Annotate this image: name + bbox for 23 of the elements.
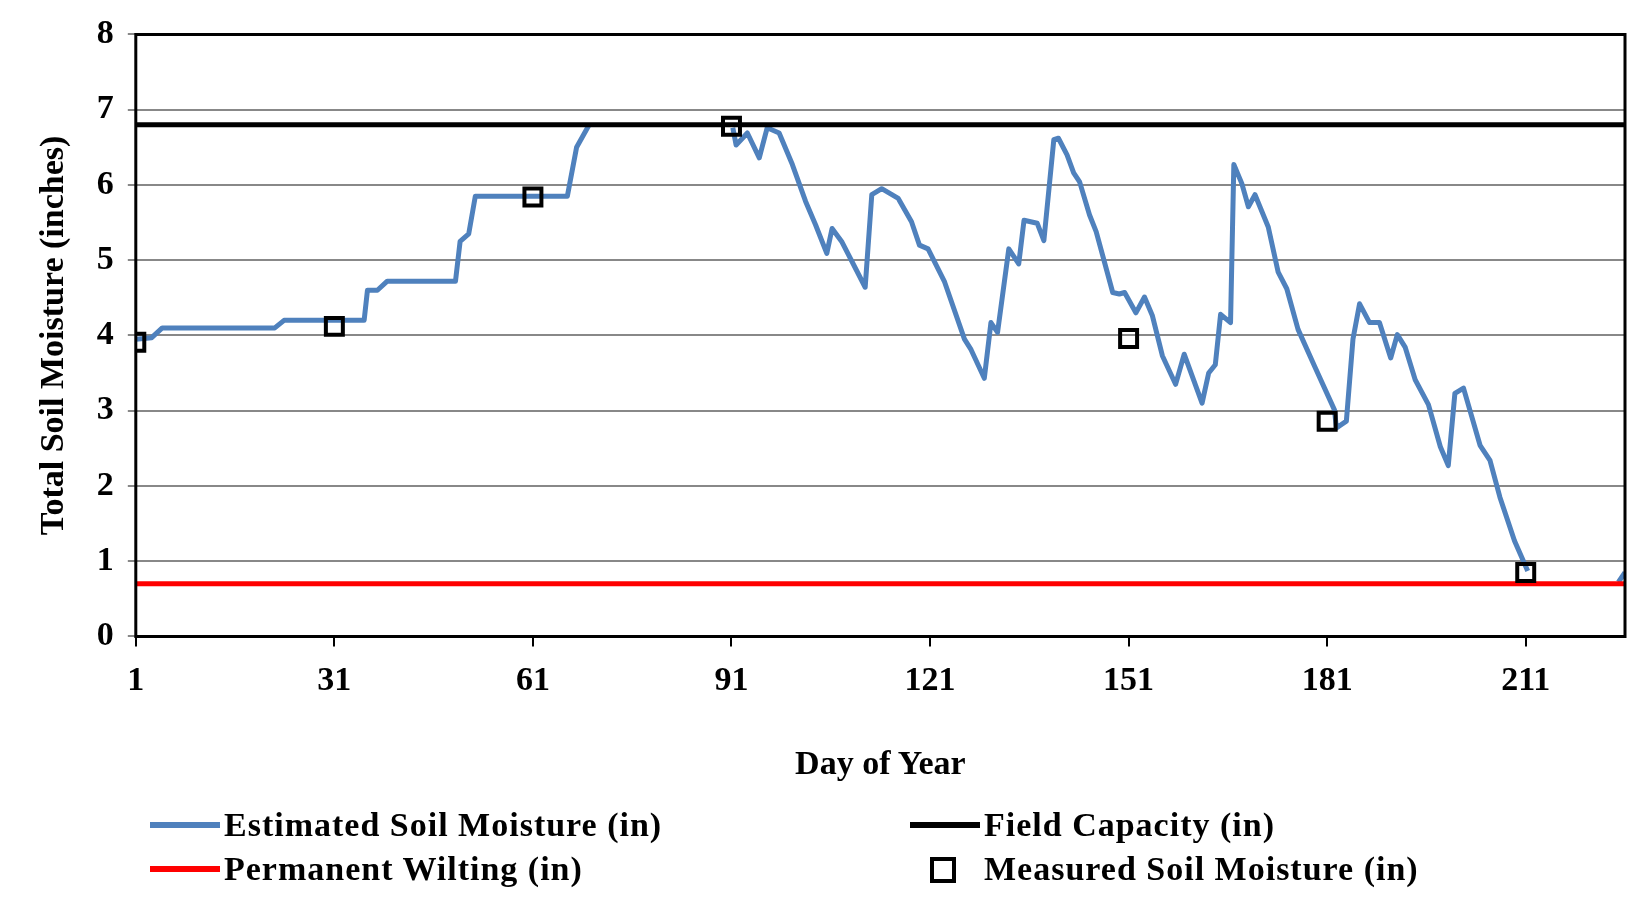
y-tick-label: 7 (96, 88, 114, 126)
y-tick-label: 3 (96, 389, 114, 427)
y-axis-title: Total Soil Moisture (inches) (33, 135, 72, 536)
legend-label: Field Capacity (in) (984, 806, 1275, 844)
x-tick-label: 61 (515, 659, 550, 697)
legend-label: Estimated Soil Moisture (in) (224, 806, 663, 844)
x-tick-label: 181 (1301, 659, 1353, 697)
x-tick-label: 211 (1501, 659, 1551, 697)
legend-label: Permanent Wilting (in) (224, 850, 583, 888)
x-tick-label: 151 (1103, 659, 1155, 697)
x-tick-label: 121 (904, 659, 956, 697)
x-tick-label: 1 (127, 659, 145, 697)
y-tick-label: 4 (96, 314, 114, 352)
x-tick-label: 91 (714, 659, 749, 697)
x-axis-title: Day of Year (795, 744, 966, 782)
y-tick-label: 2 (96, 464, 114, 502)
y-tick-label: 8 (96, 13, 114, 51)
legend-label: Measured Soil Moisture (in) (984, 850, 1419, 888)
x-tick-label: 31 (317, 659, 352, 697)
y-tick-label: 5 (96, 238, 114, 276)
y-tick-label: 1 (96, 539, 114, 577)
y-tick-label: 0 (96, 615, 114, 653)
y-tick-label: 6 (96, 163, 114, 201)
